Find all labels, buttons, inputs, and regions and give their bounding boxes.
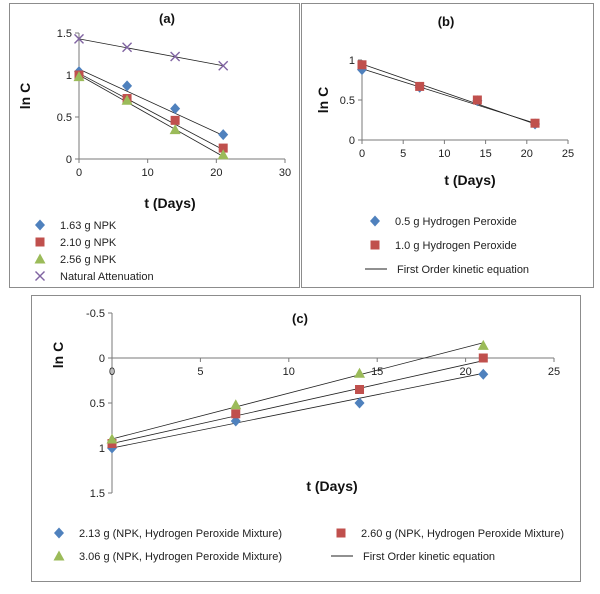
chart-a-legend-marker <box>35 271 45 281</box>
chart-b-x-tick-label: 15 <box>479 148 491 160</box>
chart-b-legend-marker <box>370 215 380 227</box>
chart-b-y-tick-label: 0 <box>349 135 355 147</box>
chart-a: 0 0.5 1 1.5 0 10 20 30 (a) t (Days) ln C 1.63 g NPK… <box>17 11 291 283</box>
chart-b-legend-label: 0.5 g Hydrogen Peroxide <box>395 216 517 228</box>
chart-a-data-point <box>122 80 133 92</box>
chart-a-x-tick-label: 30 <box>279 167 291 179</box>
chart-c-fit-line <box>111 360 484 444</box>
chart-b-x-axis-label: t (Days) <box>444 172 495 188</box>
chart-a-legend-marker <box>35 219 45 231</box>
chart-a-x-tick-label: 10 <box>142 167 154 179</box>
chart-a-data-point <box>170 115 180 125</box>
chart-b-data-point <box>357 60 367 70</box>
chart-a-legend-label: 2.10 g NPK <box>60 237 117 249</box>
chart-a-data-point <box>170 103 181 115</box>
chart-c-x-axis-label: t (Days) <box>306 478 357 494</box>
chart-c-fit-line <box>111 372 484 449</box>
chart-c-legend-label: 2.13 g (NPK, Hydrogen Peroxide Mixture) <box>79 528 282 540</box>
chart-c-panel-label: (c) <box>292 311 308 326</box>
chart-c-legend-marker <box>54 527 64 539</box>
chart-c-x-tick-label: 15 <box>371 366 383 378</box>
chart-a-legend-marker <box>34 253 46 264</box>
chart-c-y-tick-label: 1.5 <box>90 488 105 500</box>
chart-c: -0.5 0 0.5 1 1.5 0 5 10 15 20 25 (c) t (Days) ln C 2.1… <box>50 308 564 563</box>
chart-a-y-tick-label: 1.5 <box>57 28 72 40</box>
panel-c: -0.5 0 0.5 1 1.5 0 5 10 15 20 25 (c) t (Days) ln C 2.1… <box>31 295 581 582</box>
chart-a-legend-label: Natural Attenuation <box>60 271 154 283</box>
chart-a-data-point <box>218 143 228 153</box>
chart-b-x-tick-label: 0 <box>359 148 365 160</box>
chart-b-x-tick-label: 25 <box>562 148 574 160</box>
chart-c-legend-marker <box>336 528 346 538</box>
chart-c-data-point <box>477 339 489 350</box>
chart-b-legend-label: 1.0 g Hydrogen Peroxide <box>395 240 517 252</box>
chart-a-y-axis-label: ln C <box>17 83 33 109</box>
chart-a-fit-line <box>78 68 224 136</box>
chart-c-y-tick-label: 1 <box>99 443 105 455</box>
chart-b-y-tick-label: 1 <box>349 55 355 67</box>
chart-b-legend-marker <box>370 240 380 250</box>
chart-b-x-tick-label: 20 <box>521 148 533 160</box>
chart-a-data-point <box>73 71 85 82</box>
chart-c-data-point <box>231 409 241 419</box>
chart-c-x-tick-label: 5 <box>197 366 203 378</box>
chart-a-fit-line <box>78 38 224 67</box>
chart-a-fit-line <box>78 72 224 151</box>
panel-b: 0 0.5 1 0 5 10 15 20 25 (b) t (Days) ln C 0.5 g Hydr… <box>301 3 594 288</box>
chart-a-data-point <box>74 33 84 44</box>
chart-a-y-tick-label: 1 <box>66 70 72 82</box>
chart-c-data-point <box>355 385 365 394</box>
chart-a-data-point <box>169 124 181 135</box>
chart-a-panel-label: (a) <box>159 11 175 26</box>
chart-c-data-point <box>478 368 489 380</box>
chart-c-legend-label: First Order kinetic equation <box>363 551 495 563</box>
chart-b-y-tick-label: 0.5 <box>340 95 355 107</box>
chart-c-data-point <box>354 397 365 409</box>
chart-c-data-point <box>354 367 366 378</box>
chart-c-x-tick-label: 10 <box>283 366 295 378</box>
chart-c-y-tick-label: 0.5 <box>90 398 105 410</box>
chart-b-panel-label: (b) <box>438 14 455 29</box>
chart-a-data-point <box>217 149 229 160</box>
chart-b-data-point <box>415 81 425 91</box>
chart-c-legend-label: 2.60 g (NPK, Hydrogen Peroxide Mixture) <box>361 528 564 540</box>
chart-b-y-axis-label: ln C <box>315 87 331 113</box>
chart-b-x-tick-label: 5 <box>400 148 406 160</box>
chart-b-x-tick-label: 10 <box>438 148 450 160</box>
panel-a: 0 0.5 1 1.5 0 10 20 30 (a) t (Days) ln C 1.63 g NPK… <box>9 3 300 288</box>
chart-a-legend-marker <box>35 237 45 247</box>
chart-a-x-tick-label: 0 <box>76 167 82 179</box>
chart-c-y-axis-label: ln C <box>50 342 66 368</box>
chart-a-y-tick-label: 0 <box>66 154 72 166</box>
chart-c-y-tick-label: 0 <box>99 353 105 365</box>
chart-c-data-point <box>478 353 488 363</box>
chart-a-fit-line <box>78 74 224 157</box>
chart-a-x-axis-label: t (Days) <box>144 195 195 211</box>
chart-a-y-tick-label: 0.5 <box>57 112 72 124</box>
chart-c-x-tick-label: 20 <box>459 366 471 378</box>
chart-a-legend-label: 2.56 g NPK <box>60 254 117 266</box>
chart-c-x-tick-label: 25 <box>548 366 560 378</box>
chart-b-data-point <box>530 118 540 128</box>
chart-c-legend-marker <box>53 550 65 561</box>
chart-a-legend-label: 1.63 g NPK <box>60 220 117 232</box>
chart-c-data-point <box>106 433 118 444</box>
chart-c-x-tick-label: 0 <box>109 366 115 378</box>
chart-b-data-point <box>472 95 482 105</box>
chart-b: 00.510 5 10 15 20 25(b)t (Days)ln C0.5 g Hydr… <box>315 14 574 276</box>
chart-a-data-point <box>122 42 133 53</box>
chart-a-data-point <box>218 60 229 71</box>
chart-c-fit-line <box>111 342 484 440</box>
chart-a-data-point <box>218 129 229 141</box>
chart-c-data-point <box>230 399 242 410</box>
chart-c-legend-label: 3.06 g (NPK, Hydrogen Peroxide Mixture) <box>79 551 282 563</box>
chart-b-fit-line <box>361 63 536 125</box>
chart-a-x-tick-label: 20 <box>210 167 222 179</box>
chart-c-y-tick-label: -0.5 <box>86 308 105 320</box>
chart-b-legend-label: First Order kinetic equation <box>397 264 529 276</box>
chart-a-data-point <box>121 94 133 105</box>
chart-a-data-point <box>170 51 181 62</box>
